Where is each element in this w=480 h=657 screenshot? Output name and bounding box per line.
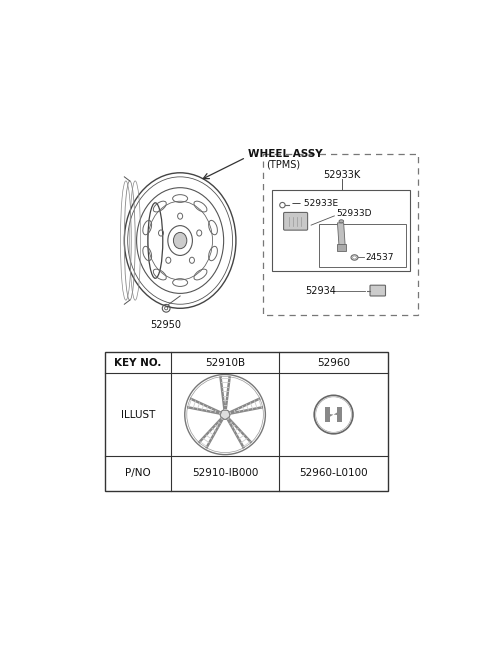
Polygon shape bbox=[337, 223, 345, 246]
Bar bbox=[105, 352, 388, 491]
Text: ILLUST: ILLUST bbox=[120, 409, 155, 420]
Text: WHEEL ASSY: WHEEL ASSY bbox=[248, 148, 322, 158]
Ellipse shape bbox=[173, 233, 187, 248]
Polygon shape bbox=[330, 412, 337, 417]
FancyBboxPatch shape bbox=[336, 244, 346, 250]
Text: 52960: 52960 bbox=[317, 358, 350, 368]
Text: 52960-L0100: 52960-L0100 bbox=[299, 468, 368, 478]
Circle shape bbox=[220, 410, 230, 419]
Text: — 52933E: — 52933E bbox=[292, 199, 338, 208]
FancyBboxPatch shape bbox=[370, 285, 385, 296]
Text: 24537: 24537 bbox=[365, 253, 394, 262]
Ellipse shape bbox=[339, 219, 344, 223]
Text: KEY NO.: KEY NO. bbox=[114, 358, 162, 368]
Text: 52933K: 52933K bbox=[324, 170, 361, 180]
Text: 52910-IB000: 52910-IB000 bbox=[192, 468, 258, 478]
Polygon shape bbox=[325, 407, 330, 422]
Bar bbox=[263, 154, 418, 315]
Text: P/NO: P/NO bbox=[125, 468, 151, 478]
Text: 52933D: 52933D bbox=[336, 209, 372, 218]
Text: 52934: 52934 bbox=[306, 286, 336, 296]
Bar bbox=[319, 225, 407, 267]
Text: (TPMS): (TPMS) bbox=[266, 159, 300, 170]
Polygon shape bbox=[337, 407, 342, 422]
FancyBboxPatch shape bbox=[284, 212, 308, 230]
Text: 52910B: 52910B bbox=[205, 358, 245, 368]
Bar bbox=[272, 191, 410, 271]
Text: 52950: 52950 bbox=[151, 320, 181, 330]
